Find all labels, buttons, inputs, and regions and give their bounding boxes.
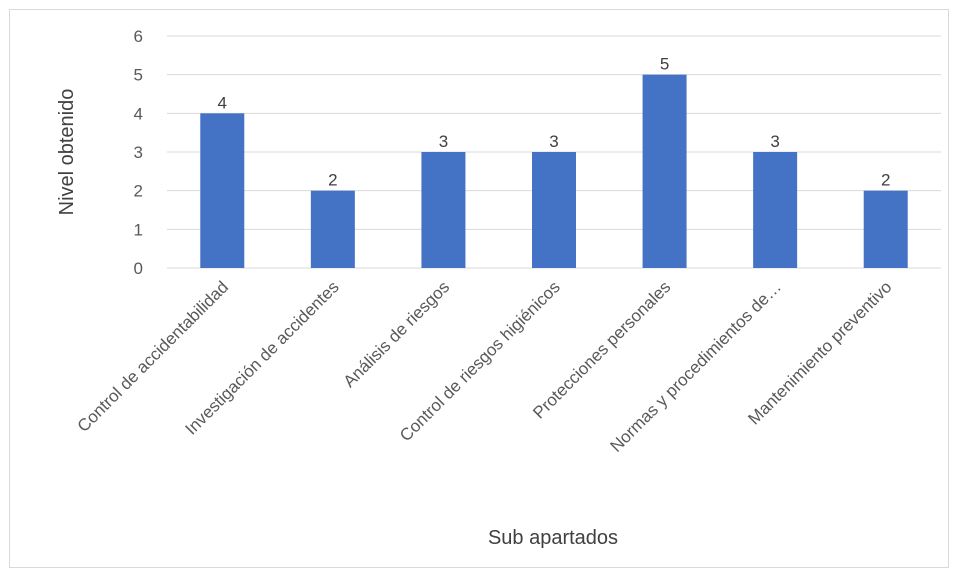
x-axis-ticks: Control de accidentabilidadInvestigación… (74, 277, 896, 455)
data-label: 2 (881, 171, 890, 190)
y-tick-label: 2 (134, 182, 143, 201)
bars (200, 74, 908, 269)
data-label: 3 (549, 132, 558, 151)
y-tick-label: 3 (134, 143, 143, 162)
data-label: 2 (328, 171, 337, 190)
gridlines (167, 35, 941, 269)
bar (863, 190, 908, 268)
y-tick-label: 1 (134, 220, 143, 239)
y-tick-label: 6 (134, 27, 143, 46)
data-labels: 4 2 3 3 5 3 2 (218, 55, 891, 190)
bar (642, 74, 687, 269)
data-label: 5 (660, 55, 669, 74)
bar (532, 152, 576, 268)
y-tick-label: 4 (134, 104, 143, 123)
y-axis-title: Nivel obtenido (56, 89, 78, 216)
data-label: 4 (218, 93, 227, 112)
data-label: 3 (439, 132, 448, 151)
y-axis-ticks: 0 1 2 3 4 5 6 (134, 27, 143, 278)
bar (310, 190, 355, 268)
bar (421, 152, 466, 268)
y-tick-label: 0 (134, 259, 143, 278)
y-tick-label: 5 (134, 66, 143, 85)
x-axis-title: Sub apartados (488, 527, 618, 549)
chart-frame (9, 9, 949, 568)
bar (753, 152, 798, 268)
data-label: 3 (770, 132, 779, 151)
x-tick-label: Análisis de riesgos (340, 277, 454, 391)
bar (200, 113, 245, 268)
